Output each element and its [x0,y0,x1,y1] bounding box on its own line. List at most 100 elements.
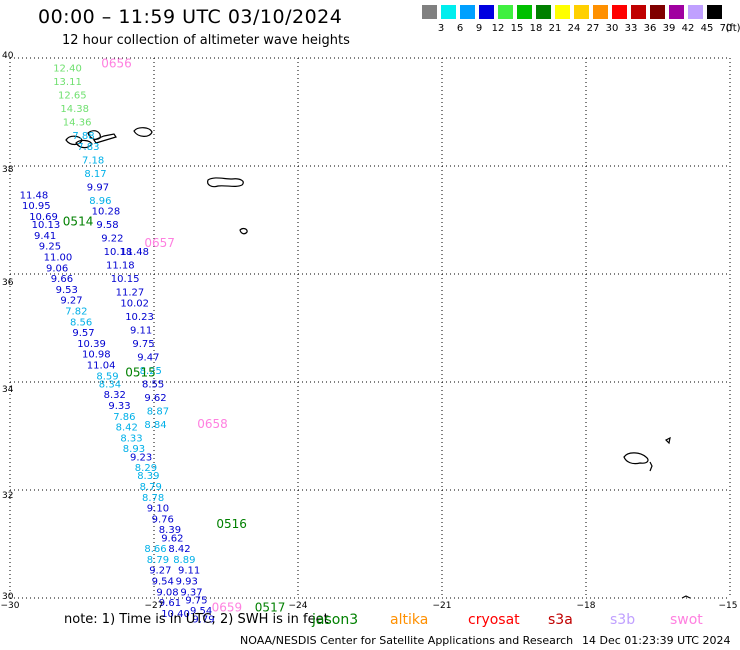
wave-height-value: 8.17 [84,169,106,180]
wave-height-value: 10.69 [29,212,58,223]
wave-height-value: 11.27 [116,288,145,299]
wave-height-value: 8.25 [140,366,162,377]
pass-time-label: 0658 [197,417,228,431]
wave-height-value: 9.41 [34,231,56,242]
wave-height-value: 7.88 [72,131,94,142]
x-tick-label: −21 [432,601,452,611]
legend-swatch [688,5,703,19]
x-tick-label: −30 [0,601,20,611]
wave-height-value: 9.58 [96,220,118,231]
wave-height-value: 8.93 [123,444,145,455]
credit-line: NOAA/NESDIS Center for Satellite Applica… [240,634,574,647]
pass-time-label: 0514 [63,214,94,228]
satellite-key-altika: altika [390,612,429,628]
legend-label: 30 [605,23,619,34]
wave-height-value: 8.42 [168,544,190,555]
legend-label: 18 [529,23,543,34]
x-tick-label: −15 [718,601,738,611]
wave-height-value: 11.18 [106,261,135,272]
legend-label: 33 [624,23,638,34]
legend-swatch [612,5,627,19]
wave-height-value: 7.86 [113,412,135,423]
wave-height-value: 10.95 [22,201,51,212]
wave-height-value: 8.66 [144,544,166,555]
wave-height-value: 9.53 [56,285,78,296]
wave-height-value: 9.75 [185,595,207,606]
y-tick-label: 32 [2,491,14,501]
wave-height-value: 12.65 [58,91,87,102]
wave-height-value: 8.34 [99,379,121,390]
pass-time-label: 0657 [144,236,175,250]
wave-height-value: 9.23 [130,452,152,463]
wave-height-value: 10.40 [161,609,190,620]
legend-label: 70 [719,23,733,34]
wave-height-value: 8.84 [144,420,166,431]
wave-height-value: 9.37 [180,587,202,598]
wave-height-value: 9.97 [87,182,109,193]
coastlines [65,127,691,599]
grid-lines [9,57,731,599]
island-sao-miguel [207,177,244,188]
legend-label: 15 [510,23,524,34]
satellite-key-swot: swot [670,612,703,628]
y-tick-label: 40 [2,51,14,61]
wave-height-value: 13.11 [53,77,82,88]
legend-swatch [517,5,532,19]
wave-height-value: 10.28 [92,207,121,218]
legend-label: 39 [662,23,676,34]
wave-height-value: 9.66 [51,274,73,285]
legend-label: 24 [567,23,581,34]
legend-swatch [555,5,570,19]
wave-height-value: 8.42 [116,423,138,434]
satellite-key-s3a: s3a [548,612,573,628]
legend-swatch [574,5,589,19]
legend-swatch [460,5,475,19]
wave-height-value: 9.25 [39,242,61,253]
wave-height-value: 8.59 [96,371,118,382]
satellite-key-jason3: jason3 [312,612,359,628]
wave-height-value: 10.15 [111,274,140,285]
legend-label: 21 [548,23,562,34]
island-desertas [649,461,653,472]
pass-time-label: 0517 [255,601,286,615]
wave-height-value: 9.10 [147,504,169,515]
wave-height-value: 8.39 [137,471,159,482]
wave-height-value: 9.75 [132,339,154,350]
wave-height-value: 10.13 [32,220,61,231]
pass-time-labels: 0514 0515 0516 0517 0656 0657 0658 0659 [63,57,286,615]
legend-label: 36 [643,23,657,34]
wave-height-value: 10.02 [120,298,149,309]
legend-swatch [631,5,646,19]
wave-height-value: 8.79 [147,555,169,566]
wave-height-value: 9.57 [72,328,94,339]
pass-time-label: 0516 [216,517,247,531]
legend-label: 12 [491,23,505,34]
wave-height-value: 7.82 [65,307,87,318]
wave-height-value: 9.11 [178,566,200,577]
wave-height-value: 9.61 [159,598,181,609]
wave-height-value: 9.62 [144,393,166,404]
wave-height-value: 9.54 [190,606,212,617]
wave-height-value: 7.18 [82,155,104,166]
footnote: note: 1) Time is in UTC; 2) SWH is in fe… [64,612,329,627]
wave-height-value: 11.04 [87,361,116,372]
satellite-key-cryosat: cryosat [468,612,520,628]
legend-swatch [593,5,608,19]
pass-time-label: 0659 [212,601,243,615]
y-tick-label: 34 [2,385,14,395]
legend-swatch [669,5,684,19]
wave-height-value: 9.06 [46,263,68,274]
wave-height-value: 9.27 [149,566,171,577]
wave-height-value: 10.23 [125,312,154,323]
x-tick-label: −24 [288,601,308,611]
wave-height-value: 8.87 [147,406,169,417]
wave-height-value: 8.33 [120,433,142,444]
wave-height-value: 9.47 [137,352,159,363]
y-tick-label: 30 [2,592,14,602]
wave-height-value: 7.83 [77,142,99,153]
wave-height-value: 8.78 [142,493,164,504]
wave-height-value: 9.08 [156,587,178,598]
wave-height-value: 8.56 [70,317,92,328]
legend-swatch [441,5,456,19]
